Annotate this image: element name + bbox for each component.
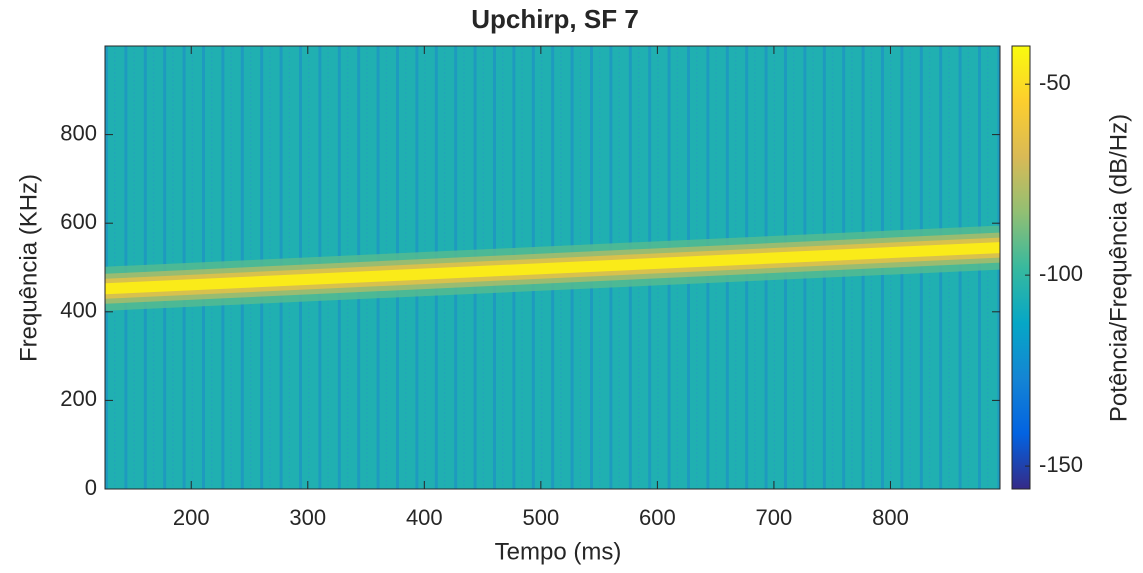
x-tick-label: 700 <box>756 505 793 530</box>
y-tick-label: 400 <box>60 298 97 323</box>
x-tick-label: 600 <box>639 505 676 530</box>
x-tick-label: 400 <box>406 505 443 530</box>
axes: 200 300 400 500 600 700 800 0 200 400 600 800 -150 -1… <box>60 45 1083 530</box>
y-tick-label: 200 <box>60 386 97 411</box>
plot-area <box>105 46 1000 489</box>
x-tick-label: 500 <box>522 505 559 530</box>
plot-frame <box>104 45 1001 490</box>
y-axis-label: Frequência (KHz) <box>15 174 42 362</box>
chart-title: Upchirp, SF 7 <box>471 4 639 34</box>
colorbar-tick-label: -100 <box>1039 261 1083 286</box>
chirp <box>105 242 1000 295</box>
y-tick-label: 800 <box>60 120 97 145</box>
x-tick-label: 800 <box>872 505 909 530</box>
x-axis-label: Tempo (ms) <box>495 538 622 565</box>
x-tick-label: 200 <box>173 505 210 530</box>
x-tick-label: 300 <box>289 505 326 530</box>
colorbar <box>1011 45 1031 490</box>
colorbar-label: Potência/Frequência (dB/Hz) <box>1105 114 1132 422</box>
colorbar-tick-label: -150 <box>1039 452 1083 477</box>
colorbar-tick-label: -50 <box>1039 70 1071 95</box>
y-tick-label: 0 <box>85 475 97 500</box>
y-tick-label: 600 <box>60 209 97 234</box>
